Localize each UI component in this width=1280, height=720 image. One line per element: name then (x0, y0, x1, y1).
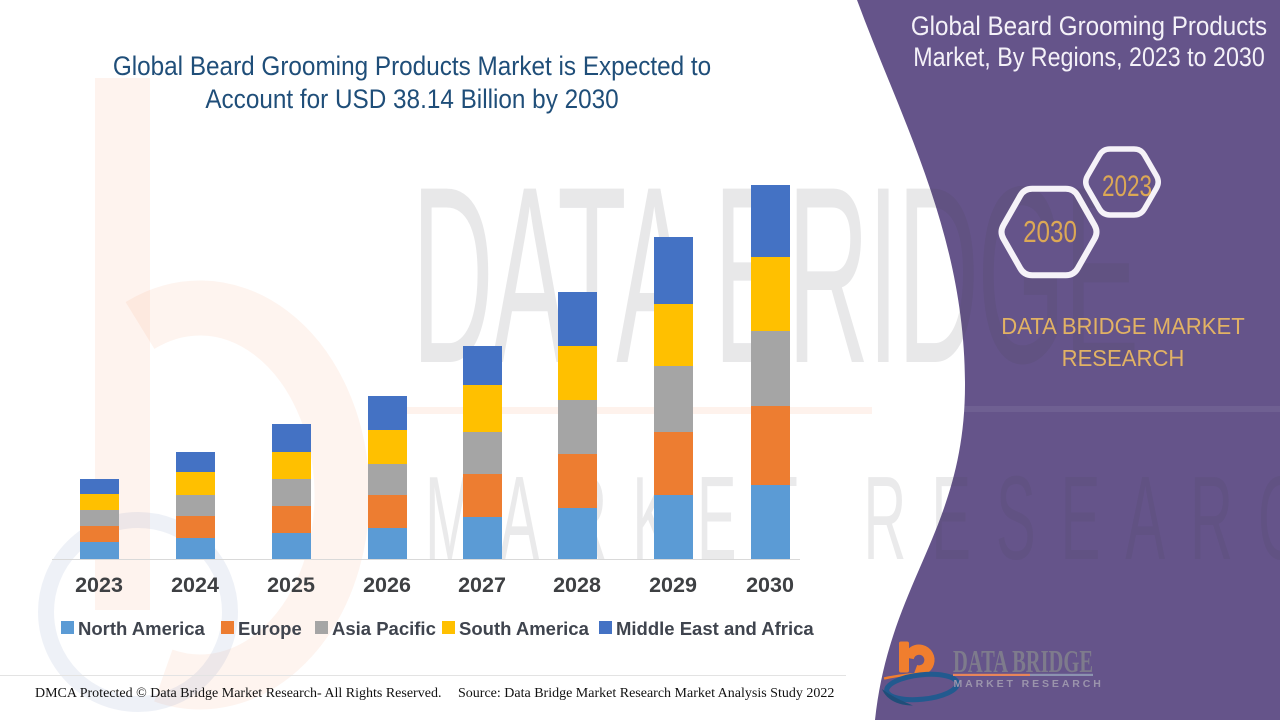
svg-text:DATA BRIDGE: DATA BRIDGE (953, 643, 1093, 679)
svg-text:MARKET RESEARCH: MARKET RESEARCH (425, 451, 1280, 584)
svg-text:MARKET RESEARCH: MARKET RESEARCH (954, 678, 1104, 690)
